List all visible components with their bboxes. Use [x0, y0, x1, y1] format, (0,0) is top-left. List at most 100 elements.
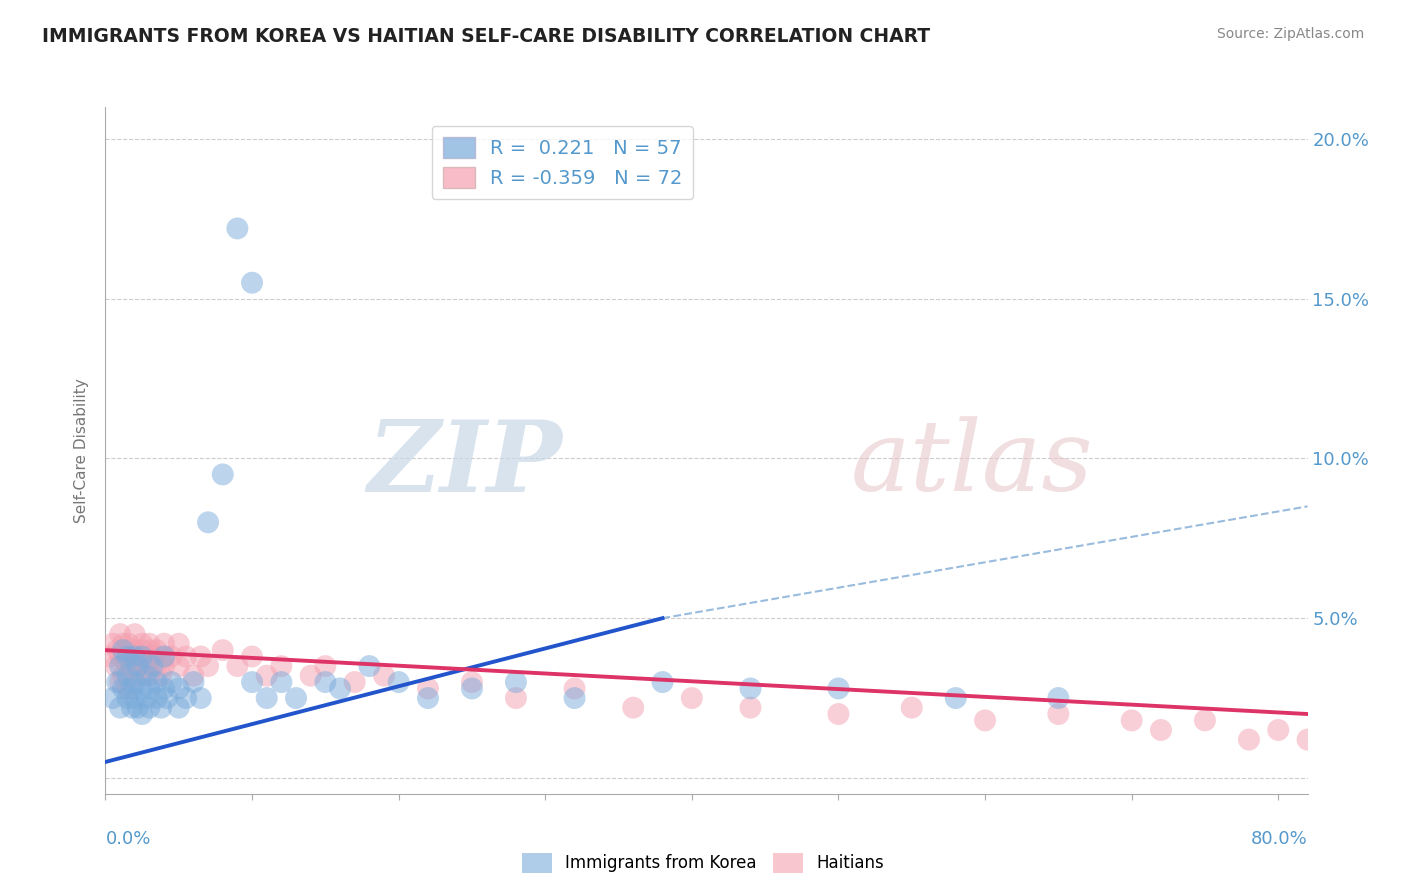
Point: [135, 649, 157, 664]
Point: [174, 691, 197, 706]
Point: [124, 668, 146, 682]
Point: [135, 691, 157, 706]
Point: [160, 649, 183, 664]
Point: [153, 637, 176, 651]
Point: [226, 221, 249, 235]
Point: [131, 649, 153, 664]
Point: [240, 649, 263, 664]
Point: [112, 637, 135, 651]
Point: [416, 681, 439, 696]
Point: [141, 659, 163, 673]
Point: [131, 637, 153, 651]
Point: [127, 700, 149, 714]
Point: [145, 691, 167, 706]
Point: [135, 659, 157, 673]
Point: [564, 681, 586, 696]
Point: [827, 706, 849, 721]
Point: [1355, 732, 1378, 747]
Point: [167, 681, 190, 696]
Point: [121, 681, 143, 696]
Point: [156, 691, 179, 706]
Point: [681, 691, 703, 706]
Point: [900, 700, 922, 714]
Point: [1326, 739, 1348, 753]
Point: [153, 659, 176, 673]
Point: [827, 681, 849, 696]
Point: [124, 649, 146, 664]
Point: [108, 649, 131, 664]
Point: [167, 637, 190, 651]
Point: [270, 675, 292, 690]
Point: [131, 706, 153, 721]
Legend: R =  0.221   N = 57, R = -0.359   N = 72: R = 0.221 N = 57, R = -0.359 N = 72: [432, 127, 693, 199]
Point: [190, 649, 212, 664]
Point: [1047, 691, 1070, 706]
Point: [131, 643, 153, 657]
Point: [150, 700, 173, 714]
Point: [285, 691, 308, 706]
Point: [141, 649, 163, 664]
Point: [160, 675, 183, 690]
Point: [388, 675, 411, 690]
Point: [112, 668, 135, 682]
Point: [101, 691, 124, 706]
Point: [135, 668, 157, 682]
Text: Source: ZipAtlas.com: Source: ZipAtlas.com: [1216, 27, 1364, 41]
Point: [121, 649, 143, 664]
Point: [112, 643, 135, 657]
Text: ZIP: ZIP: [367, 416, 562, 512]
Text: 0.0%: 0.0%: [105, 830, 150, 847]
Text: atlas: atlas: [851, 417, 1094, 512]
Point: [112, 681, 135, 696]
Point: [138, 700, 160, 714]
Point: [190, 691, 212, 706]
Point: [118, 637, 141, 651]
Point: [98, 649, 121, 664]
Point: [117, 668, 139, 682]
Point: [108, 627, 131, 641]
Point: [314, 675, 336, 690]
Point: [117, 691, 139, 706]
Point: [115, 656, 138, 670]
Point: [197, 659, 219, 673]
Point: [211, 467, 233, 482]
Point: [150, 668, 173, 682]
Point: [621, 700, 644, 714]
Point: [131, 681, 153, 696]
Point: [127, 659, 149, 673]
Point: [1385, 745, 1406, 759]
Point: [145, 675, 167, 690]
Point: [117, 649, 139, 664]
Point: [359, 659, 381, 673]
Point: [1296, 732, 1319, 747]
Point: [505, 691, 527, 706]
Point: [105, 675, 128, 690]
Point: [416, 691, 439, 706]
Point: [127, 649, 149, 664]
Point: [226, 659, 249, 673]
Point: [131, 668, 153, 682]
Point: [240, 276, 263, 290]
Point: [740, 681, 762, 696]
Point: [124, 627, 146, 641]
Point: [343, 675, 366, 690]
Point: [101, 637, 124, 651]
Point: [1194, 714, 1216, 728]
Point: [256, 668, 278, 682]
Legend: Immigrants from Korea, Haitians: Immigrants from Korea, Haitians: [515, 847, 891, 880]
Point: [108, 675, 131, 690]
Point: [121, 659, 143, 673]
Y-axis label: Self-Care Disability: Self-Care Disability: [75, 378, 90, 523]
Point: [153, 681, 176, 696]
Point: [108, 659, 131, 673]
Text: IMMIGRANTS FROM KOREA VS HAITIAN SELF-CARE DISABILITY CORRELATION CHART: IMMIGRANTS FROM KOREA VS HAITIAN SELF-CA…: [42, 27, 931, 45]
Point: [505, 675, 527, 690]
Point: [183, 675, 205, 690]
Point: [167, 700, 190, 714]
Point: [974, 714, 997, 728]
Point: [461, 681, 484, 696]
Point: [373, 668, 395, 682]
Point: [138, 637, 160, 651]
Point: [153, 649, 176, 664]
Point: [651, 675, 673, 690]
